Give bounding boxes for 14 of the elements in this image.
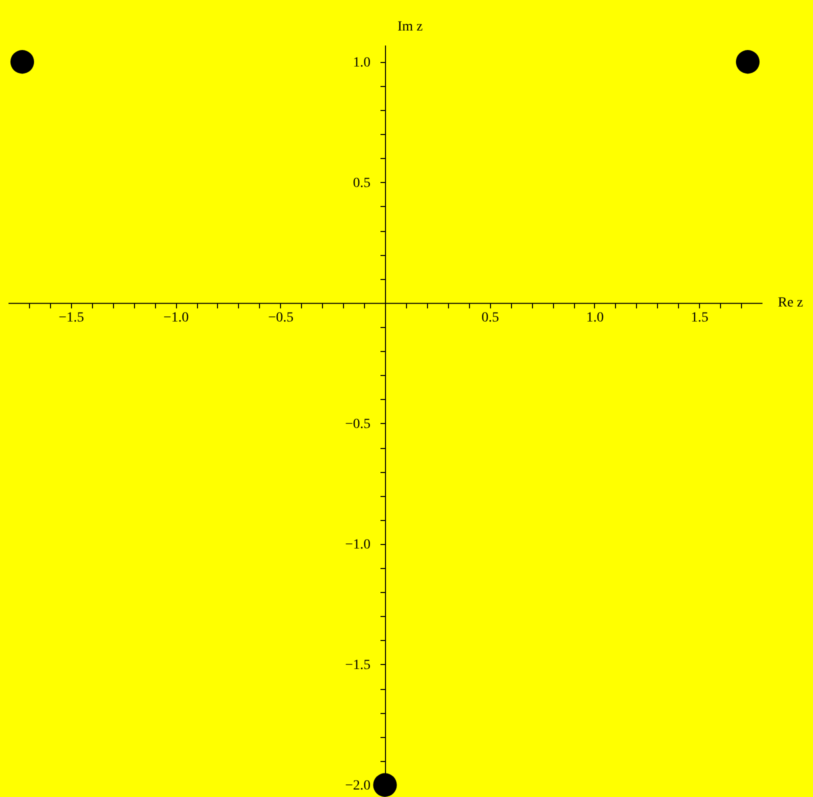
y-axis-title: Im z	[398, 20, 423, 34]
x-tick-label: −1.5	[58, 310, 84, 326]
y-tick-label: −1.5	[345, 658, 370, 673]
x-tick-label: 1.0	[586, 310, 604, 326]
x-tick-label: 1.5	[690, 310, 708, 326]
x-tick-label: −1.0	[163, 310, 189, 326]
y-tick-label: 0.5	[353, 176, 370, 191]
y-tick-label: −2.0	[345, 778, 370, 794]
y-tick-label: −0.5	[345, 416, 370, 432]
x-axis-title: Re z	[778, 295, 804, 310]
x-tick-label: −0.5	[268, 310, 294, 326]
y-tick-label: 1.0	[353, 55, 370, 70]
x-tick-label: 0.5	[481, 310, 499, 326]
y-tick-label: −1.0	[345, 537, 370, 552]
